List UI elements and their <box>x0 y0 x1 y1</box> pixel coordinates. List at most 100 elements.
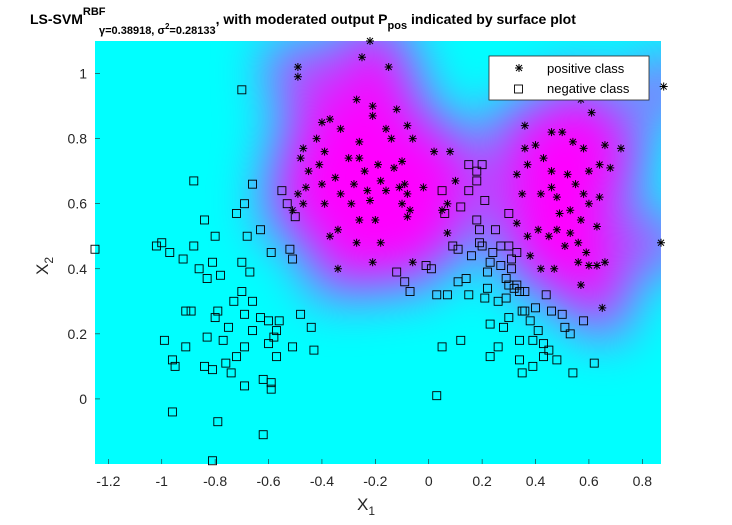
chart-title: LS-SVMRBF γ=0.38918, σ2=0.28133, with mod… <box>30 6 576 37</box>
positive-class-point <box>574 258 583 267</box>
negative-class-point <box>226 368 236 378</box>
negative-class-point <box>221 358 231 368</box>
negative-class-point <box>392 267 402 277</box>
title-kernel-sup: RBF <box>83 6 106 18</box>
positive-class-point <box>582 248 591 257</box>
positive-class-point <box>293 189 302 198</box>
negative-class-point <box>504 209 514 218</box>
title-rest2: indicated by surface plot <box>407 11 576 27</box>
negative-class-point <box>437 342 447 352</box>
negative-class-point <box>472 166 482 176</box>
negative-class-point <box>512 280 522 290</box>
negative-class-point <box>274 316 284 326</box>
positive-class-point <box>579 189 588 198</box>
positive-class-point <box>531 141 540 150</box>
positive-class-point <box>571 180 580 189</box>
negative-class-point <box>464 186 474 196</box>
negative-class-point <box>181 342 191 352</box>
positive-class-point <box>368 111 377 120</box>
negative-class-point <box>309 345 319 355</box>
legend-negative-label: negative class <box>547 81 630 96</box>
positive-class-point <box>592 222 601 231</box>
negative-class-point <box>464 160 474 170</box>
positive-class-point <box>526 251 535 260</box>
positive-class-point <box>374 160 382 169</box>
negative-class-point <box>520 306 530 316</box>
positive-class-point <box>547 167 556 176</box>
negative-class-point <box>248 179 257 189</box>
positive-class-point <box>357 53 366 62</box>
negative-class-point <box>242 231 252 241</box>
negative-class-point <box>475 225 484 235</box>
negative-class-point <box>167 407 177 417</box>
negative-class-point <box>565 329 575 339</box>
negative-class-point <box>248 326 257 336</box>
positive-class-point <box>576 215 585 224</box>
positive-class-point <box>616 144 625 153</box>
positive-class-point <box>552 193 561 202</box>
positive-class-point <box>352 95 361 104</box>
negative-class-point <box>515 287 524 296</box>
positive-class-point <box>443 199 452 208</box>
title-sigma-sym: σ <box>157 25 165 37</box>
positive-class-point <box>560 241 569 250</box>
positive-class-point <box>336 124 345 133</box>
negative-class-point <box>475 238 484 248</box>
negative-class-point <box>400 277 410 287</box>
x-tick-label: -0.2 <box>363 473 387 489</box>
negative-class-point <box>90 244 100 254</box>
positive-class-point <box>598 303 607 312</box>
negative-class-point <box>264 339 273 349</box>
negative-class-point <box>285 244 295 254</box>
positive-class-point <box>315 160 324 169</box>
positive-class-point <box>512 170 521 179</box>
negative-class-point <box>544 345 554 355</box>
positive-class-point <box>547 183 556 192</box>
positive-class-point <box>574 238 583 247</box>
negative-class-point <box>165 248 175 257</box>
negative-class-point <box>437 186 447 196</box>
positive-class-point <box>587 108 596 117</box>
negative-class-point <box>480 195 490 205</box>
negative-class-point <box>499 322 508 332</box>
negative-class-point <box>208 365 217 375</box>
positive-class-point <box>430 147 439 156</box>
positive-class-point <box>592 261 601 270</box>
negative-class-point <box>264 316 273 326</box>
positive-class-point <box>547 128 556 137</box>
positive-class-point <box>384 63 393 72</box>
positive-class-point <box>446 147 455 156</box>
negative-class-point <box>157 238 167 248</box>
x-tick-label: 0.4 <box>526 473 546 489</box>
positive-class-point <box>606 163 615 172</box>
positive-class-point <box>566 206 575 215</box>
negative-class-point <box>509 283 519 293</box>
negative-class-point <box>525 316 535 326</box>
negative-class-point <box>189 176 199 186</box>
negative-class-point <box>589 358 599 368</box>
positive-class-point <box>304 167 313 176</box>
negative-class-point <box>186 306 196 316</box>
negative-class-point <box>210 231 220 241</box>
x-tick-labels: -1.2 -1 -0.8 -0.6 -0.4 -0.2 0 0.2 0.4 0.6 0.8 <box>96 473 652 489</box>
negative-class-point <box>432 391 442 401</box>
positive-class-point <box>552 225 561 234</box>
positive-class-point <box>403 189 412 198</box>
negative-class-point <box>256 225 265 235</box>
negative-class-point <box>288 254 298 264</box>
negative-class-point <box>501 293 511 303</box>
positive-class-point <box>355 215 364 224</box>
positive-class-point <box>376 238 385 247</box>
positive-class-point <box>347 199 356 208</box>
negative-class-point <box>288 342 298 352</box>
positive-class-point <box>523 160 532 169</box>
negative-class-point <box>266 378 276 388</box>
negative-class-point <box>480 293 490 303</box>
positive-class-point <box>355 137 364 146</box>
negative-class-point <box>528 361 538 371</box>
positive-class-point <box>395 183 404 192</box>
positive-class-point <box>368 102 377 111</box>
negative-class-point <box>539 339 548 349</box>
positive-class-point <box>333 225 342 234</box>
negative-class-point <box>232 209 241 218</box>
